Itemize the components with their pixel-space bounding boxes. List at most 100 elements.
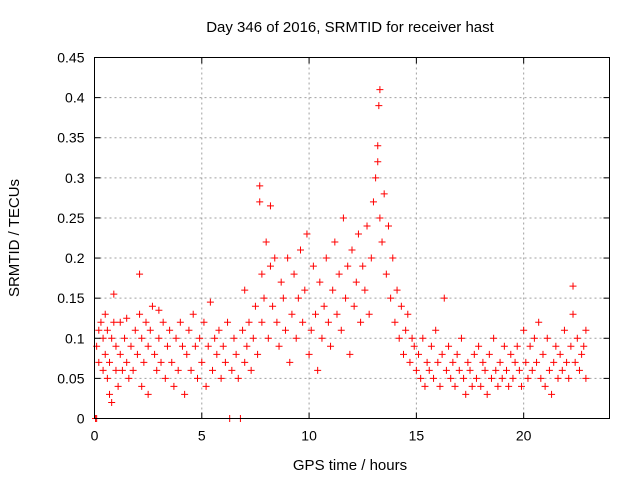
data-point: [273, 318, 281, 326]
data-point: [485, 350, 493, 358]
data-point: [136, 270, 144, 278]
data-point: [333, 310, 341, 318]
data-point: [567, 342, 575, 350]
data-point: [427, 342, 435, 350]
data-point: [206, 298, 214, 306]
data-point: [254, 350, 262, 358]
data-point: [410, 342, 418, 350]
data-point: [528, 366, 536, 374]
data-point: [432, 326, 440, 334]
data-point: [163, 342, 171, 350]
data-point: [281, 326, 289, 334]
data-point: [97, 318, 105, 326]
data-point: [322, 254, 330, 262]
data-point: [245, 318, 253, 326]
data-point: [451, 382, 459, 390]
data-point: [423, 358, 431, 366]
data-point: [202, 382, 210, 390]
data-point: [288, 310, 296, 318]
data-point: [284, 254, 292, 262]
data-point: [430, 374, 438, 382]
data-point: [363, 222, 371, 230]
data-point: [376, 214, 384, 222]
data-point: [378, 238, 386, 246]
data-point: [108, 334, 116, 342]
data-point: [271, 254, 279, 262]
data-point: [194, 374, 201, 382]
data-point: [530, 334, 538, 342]
data-point: [258, 318, 266, 326]
data-point: [277, 278, 285, 286]
data-point: [151, 350, 159, 358]
data-point: [191, 342, 199, 350]
data-point: [183, 350, 191, 358]
data-point: [481, 366, 489, 374]
data-point: [266, 202, 274, 210]
data-point: [440, 294, 448, 302]
data-point: [457, 334, 465, 342]
data-point: [196, 334, 204, 342]
data-point: [241, 286, 249, 294]
data-point: [548, 390, 556, 398]
data-point: [136, 310, 144, 318]
data-point: [545, 366, 553, 374]
data-point: [382, 270, 390, 278]
data-point: [140, 358, 148, 366]
data-point: [103, 374, 111, 382]
data-point: [375, 102, 383, 110]
data-point: [560, 326, 568, 334]
data-point: [487, 374, 495, 382]
data-point: [354, 230, 362, 238]
data-point: [384, 222, 392, 230]
data-point: [215, 326, 223, 334]
data-point: [249, 334, 257, 342]
data-point: [211, 334, 219, 342]
data-point: [234, 374, 242, 382]
data-point: [406, 358, 414, 366]
data-point: [352, 278, 360, 286]
data-point: [275, 342, 283, 350]
data-point: [251, 302, 259, 310]
data-point: [573, 334, 581, 342]
data-point: [455, 366, 463, 374]
y-tick-label: 0.1: [65, 330, 85, 346]
data-point: [307, 326, 315, 334]
data-point: [569, 310, 577, 318]
data-point: [365, 310, 373, 318]
data-point: [339, 214, 347, 222]
data-point: [198, 358, 206, 366]
data-point: [159, 318, 167, 326]
data-point: [402, 326, 410, 334]
data-point: [187, 366, 195, 374]
y-tick-label: 0.05: [57, 370, 84, 386]
data-point: [266, 262, 274, 270]
data-point: [376, 86, 384, 94]
data-point: [256, 182, 264, 190]
data-point: [498, 374, 506, 382]
data-point: [318, 334, 326, 342]
data-point: [144, 390, 152, 398]
data-point: [99, 334, 107, 342]
data-point: [260, 294, 268, 302]
data-point: [509, 374, 517, 382]
y-tick-label: 0.15: [57, 290, 84, 306]
data-point: [239, 326, 247, 334]
data-point: [374, 158, 382, 166]
data-point: [503, 366, 510, 374]
data-point: [438, 350, 446, 358]
data-point: [342, 294, 350, 302]
data-point: [256, 198, 264, 206]
data-point: [518, 382, 526, 390]
data-point: [299, 318, 307, 326]
data-point: [524, 374, 532, 382]
data-point: [331, 238, 339, 246]
data-point: [357, 318, 365, 326]
data-point: [155, 306, 163, 314]
data-point: [146, 326, 154, 334]
data-point: [125, 374, 133, 382]
data-point: [131, 326, 139, 334]
data-point: [533, 358, 541, 366]
data-point: [221, 358, 229, 366]
data-point: [290, 270, 298, 278]
data-point: [99, 366, 107, 374]
